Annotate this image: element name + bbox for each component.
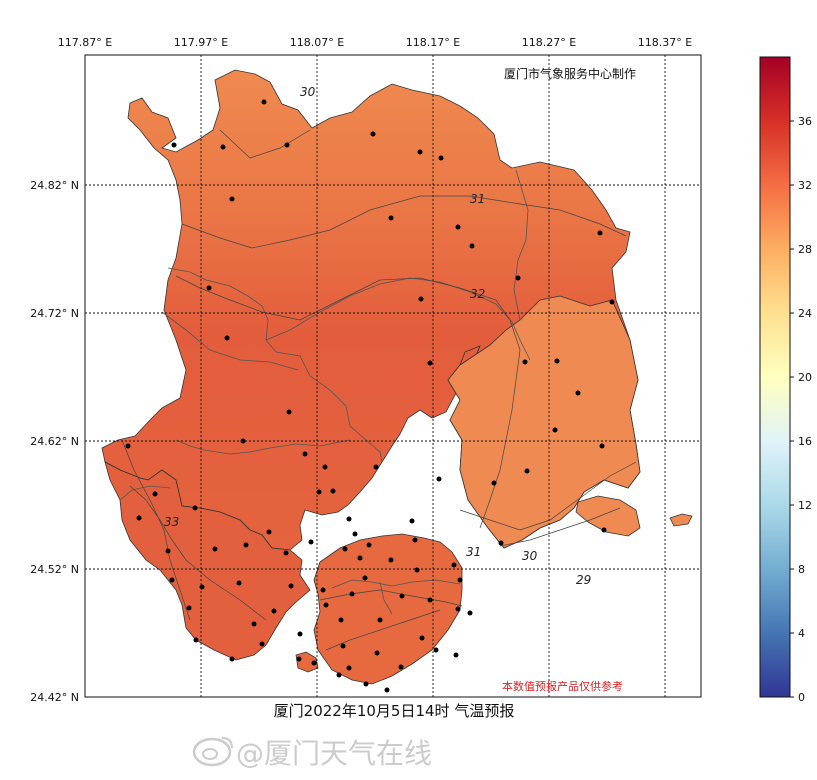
colorbar-tick-label: 20 xyxy=(798,371,812,384)
colorbar-tick-label: 12 xyxy=(798,499,812,512)
map-credit: 厦门市气象服务中心制作 xyxy=(504,66,636,81)
contour-label: 30 xyxy=(300,85,316,99)
lon-tick-label: 118.07° E xyxy=(290,36,344,49)
colorbar-ticks xyxy=(790,120,794,698)
map-caption: 厦门2022年10月5日14时 气温预报 xyxy=(274,702,515,720)
lon-tick-label: 118.17° E xyxy=(406,36,460,49)
colorbar-tick-label: 24 xyxy=(798,307,812,320)
small-island-2 xyxy=(575,495,641,537)
lon-tick-label: 118.27° E xyxy=(522,36,576,49)
lat-tick-label: 24.52° N xyxy=(30,563,79,576)
colorbar-tick-label: 36 xyxy=(798,115,812,128)
grid-lines xyxy=(85,55,701,697)
xiamen-island-shape xyxy=(313,533,463,685)
lon-tick-label: 118.37° E xyxy=(638,36,692,49)
contour-label: 31 xyxy=(466,545,481,559)
haicang-shape xyxy=(104,461,311,661)
contour-label: 33 xyxy=(164,515,179,529)
lat-tick-label: 24.72° N xyxy=(30,307,79,320)
colorbar-tick-label: 32 xyxy=(798,179,812,192)
lat-tick-label: 24.62° N xyxy=(30,435,79,448)
station-dots xyxy=(125,99,615,693)
contour-label: 30 xyxy=(522,549,538,563)
contour-label: 31 xyxy=(470,192,485,206)
colorbar-tick-label: 16 xyxy=(798,435,812,448)
watermark-text: @厦门天气在线 xyxy=(236,737,432,770)
lat-tick-label: 24.82° N xyxy=(30,179,79,192)
small-island-1 xyxy=(295,651,319,673)
isotherm-lines xyxy=(121,129,637,651)
colorbar xyxy=(759,56,791,698)
lon-tick-label: 117.97° E xyxy=(174,36,228,49)
contour-label: 29 xyxy=(576,573,591,587)
district-boundaries xyxy=(119,169,531,615)
colorbar-tick-label: 0 xyxy=(798,691,805,704)
map-disclaimer: 本数值预报产品仅供参考 xyxy=(502,679,623,693)
contour-label: 32 xyxy=(470,287,485,301)
colorbar-tick-label: 8 xyxy=(798,563,805,576)
lon-tick-label: 117.87° E xyxy=(58,36,112,49)
small-island-3 xyxy=(669,513,693,527)
colorbar-tick-label: 4 xyxy=(798,627,805,640)
land-layer: 30 31 32 33 31 30 29 xyxy=(101,69,693,693)
lat-tick-label: 24.42° N xyxy=(30,691,79,704)
weibo-logo-icon xyxy=(192,737,233,767)
colorbar-tick-label: 28 xyxy=(798,243,812,256)
